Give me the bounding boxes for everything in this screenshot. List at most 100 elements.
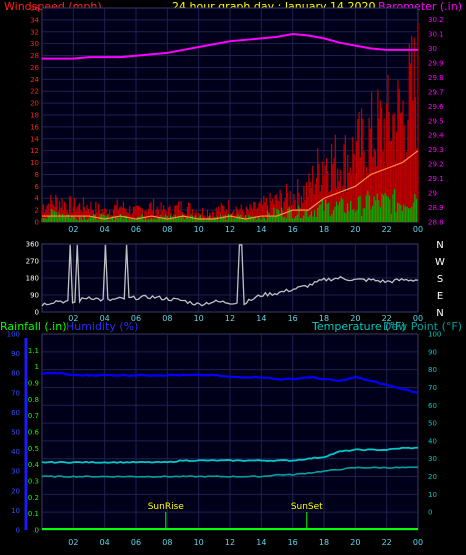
temp-y-tick: 100	[428, 331, 441, 339]
temp-y-tick: 40	[428, 437, 437, 445]
temp-y-tick: 60	[428, 402, 437, 410]
temp-y-tick: 70	[428, 384, 437, 392]
climate-panel-x-tick: 06	[131, 538, 141, 547]
wind-y-tick: 2	[35, 207, 39, 215]
humidity-y-tick: 80	[11, 370, 20, 378]
climate-panel-x-tick: 04	[100, 538, 110, 547]
climate-panel-x-tick: 16	[288, 538, 298, 547]
humidity-y-tick: 0	[16, 527, 20, 535]
direction-panel-x-tick: 10	[194, 314, 204, 323]
compass-label: E	[437, 291, 443, 302]
humidity-y-tick: 50	[11, 429, 20, 437]
wind-direction-line	[41, 244, 419, 307]
temp-y-tick: 10	[428, 491, 437, 499]
direction-panel-x-tick: 16	[288, 314, 298, 323]
wind-y-tick: 18	[30, 112, 39, 120]
wind-panel-x-tick: 22	[382, 225, 392, 234]
wind-y-tick: 20	[30, 100, 39, 108]
wind-y-tick: 22	[30, 88, 39, 96]
wind-panel-x-tick: 10	[194, 225, 204, 234]
wind-panel-x-tick: 16	[288, 225, 298, 234]
compass-label: S	[437, 274, 443, 285]
climate-panel-x-tick: 20	[350, 538, 360, 547]
rain-y-tick: 0.3	[28, 478, 39, 486]
rain-y-tick: 0.5	[28, 445, 39, 453]
temperature-label: Temperature (°F)	[311, 320, 406, 333]
direction-panel-x-tick: 08	[162, 314, 172, 323]
direction-panel-x-tick: 04	[100, 314, 110, 323]
humidity-y-tick: 10	[11, 507, 20, 515]
humidity-line	[41, 371, 419, 395]
sun-marker-label: SunSet	[291, 502, 323, 512]
wind-panel-x-tick: 20	[350, 225, 360, 234]
climate-panel-x-tick: 00	[413, 538, 423, 547]
rain-y-tick: 0	[35, 527, 39, 535]
humidity-y-tick: 20	[11, 487, 20, 495]
sun-marker-label: SunRise	[148, 502, 185, 512]
wind-y-tick: 16	[30, 123, 39, 131]
dewpoint-label: Dew Point (°F)	[383, 320, 462, 333]
temp-y-tick: 20	[428, 473, 437, 481]
humidity-y-tick: 30	[11, 468, 20, 476]
temp-y-tick: 80	[428, 366, 437, 374]
baro-y-tick: 28.8	[428, 219, 444, 227]
wind-y-tick: 10	[30, 159, 39, 167]
humidity-y-tick: 90	[11, 350, 20, 358]
humidity-y-tick: 40	[11, 448, 20, 456]
direction-panel-x-tick: 00	[413, 314, 423, 323]
dew-point-line	[41, 466, 419, 478]
rain-y-tick: 0.1	[28, 510, 39, 518]
baro-y-tick: 29.5	[428, 117, 444, 125]
wind-panel-x-tick: 14	[256, 225, 266, 234]
direction-y-tick: 90	[30, 292, 39, 300]
rain-y-tick: 0.9	[28, 380, 39, 388]
temp-y-tick: 0	[428, 509, 432, 517]
baro-y-tick: 29.6	[428, 103, 444, 111]
baro-y-tick: 29.2	[428, 161, 444, 169]
wind-y-tick: 24	[30, 76, 39, 84]
wind-y-tick: 12	[30, 147, 39, 155]
wind-y-tick: 26	[30, 64, 39, 72]
direction-y-tick: 0	[35, 309, 39, 317]
compass-label: N	[436, 240, 443, 251]
wind-y-tick: 30	[30, 40, 39, 48]
wind-y-tick: 6	[35, 183, 40, 191]
wind-panel-x-tick: 08	[162, 225, 172, 234]
wind-y-tick: 32	[30, 28, 39, 36]
climate-panel-x-tick: 12	[225, 538, 235, 547]
rain-y-tick: 0.2	[28, 494, 39, 502]
wind-panel-x-tick: 04	[100, 225, 110, 234]
wind-panel-x-tick: 06	[131, 225, 141, 234]
direction-panel-x-tick: 06	[131, 314, 141, 323]
temp-y-tick: 90	[428, 348, 437, 356]
baro-y-tick: 30.2	[428, 16, 444, 24]
rain-humidity-temperature-panel: 0 0.1 0.2 0.3 0.4 0.5 0.6 0.7 0.8 0.9 1 1.1 0 10 20 30 4…	[7, 331, 442, 548]
temp-y-tick: 50	[428, 420, 437, 428]
humidity-y-tick: 70	[11, 389, 20, 397]
baro-y-tick: 28.9	[428, 204, 444, 212]
wind-barometer-panel: 02468101214161820222426283032343628.828.…	[30, 5, 444, 235]
rain-y-tick: 1.1	[28, 347, 39, 355]
humidity-y-tick: 100	[7, 331, 20, 339]
temperature-line	[41, 446, 419, 464]
direction-panel-x-tick: 22	[382, 314, 392, 323]
baro-y-tick: 29	[428, 190, 437, 198]
humidity-label: Humidity (%)	[66, 320, 138, 333]
barometer-line	[42, 33, 418, 60]
direction-panel-x-tick: 20	[350, 314, 360, 323]
wind-y-tick: 0	[35, 219, 39, 227]
climate-panel-x-tick: 10	[194, 538, 204, 547]
direction-y-tick: 360	[26, 241, 39, 249]
wind-y-tick: 36	[30, 5, 39, 13]
climate-panel-x-tick: 18	[319, 538, 329, 547]
wind-y-tick: 4	[35, 195, 40, 203]
wind-panel-x-tick: 18	[319, 225, 329, 234]
climate-panel-x-tick: 02	[68, 538, 78, 547]
baro-y-tick: 30.1	[428, 31, 444, 39]
baro-y-tick: 29.3	[428, 146, 444, 154]
baro-y-tick: 29.8	[428, 74, 444, 82]
rain-y-tick: 0.4	[28, 461, 40, 469]
wind-panel-x-tick: 00	[413, 225, 423, 234]
